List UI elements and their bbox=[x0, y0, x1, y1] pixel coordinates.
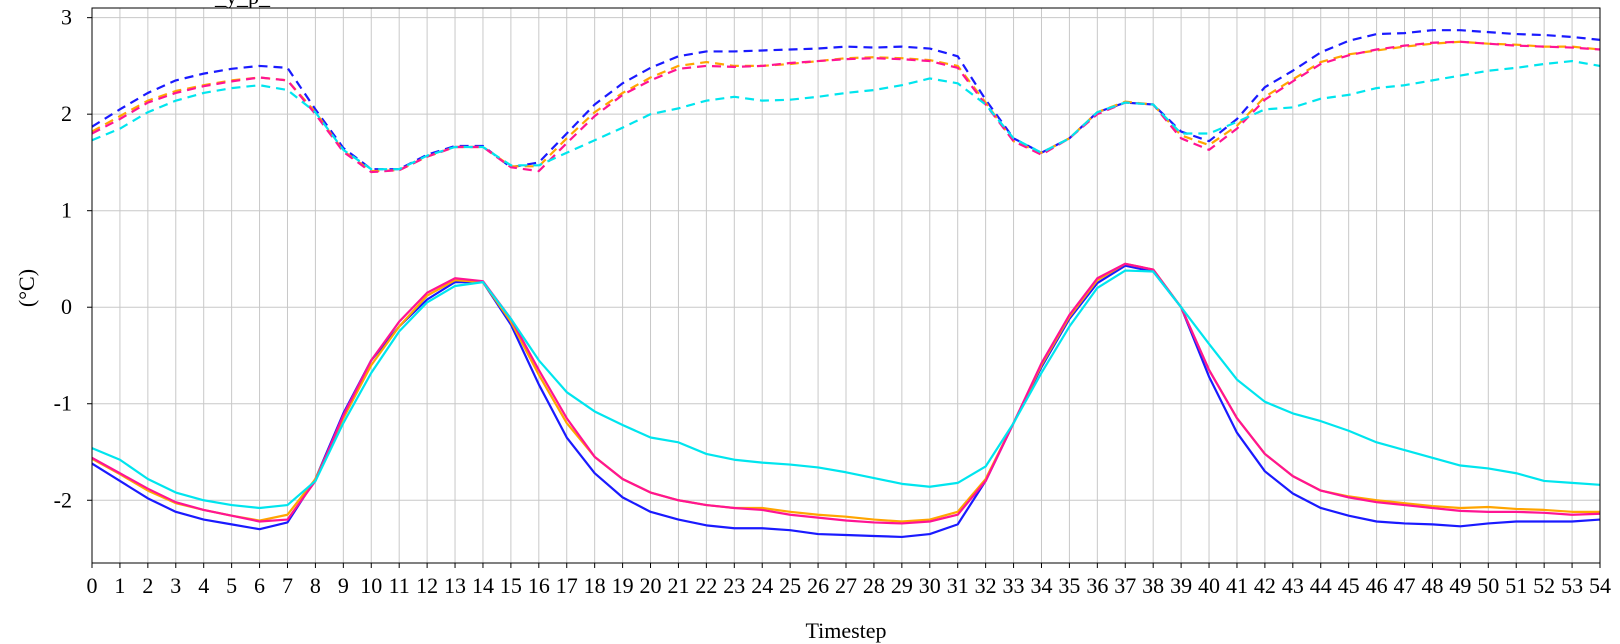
x-tick-label-11: 11 bbox=[389, 573, 410, 598]
x-tick-label-17: 17 bbox=[556, 573, 578, 598]
x-tick-label-13: 13 bbox=[444, 573, 466, 598]
x-tick-label-37: 37 bbox=[1114, 573, 1136, 598]
x-tick-label-5: 5 bbox=[226, 573, 237, 598]
x-tick-label-43: 43 bbox=[1282, 573, 1304, 598]
y-tick-label-3: 1 bbox=[61, 198, 72, 223]
x-tick-label-18: 18 bbox=[584, 573, 606, 598]
x-axis-ticks: 0 1 2 3 4 5 6 7 8 9 10 11 12 13 14 15 16 17 18 19 20 21 22 23 24… bbox=[87, 563, 1611, 598]
x-tick-label-6: 6 bbox=[254, 573, 265, 598]
x-tick-label-25: 25 bbox=[779, 573, 801, 598]
series-line-0 bbox=[91, 29, 1601, 171]
x-tick-label-22: 22 bbox=[695, 573, 717, 598]
x-tick-label-38: 38 bbox=[1142, 573, 1164, 598]
x-tick-label-50: 50 bbox=[1477, 573, 1499, 598]
x-tick-label-0: 0 bbox=[87, 573, 98, 598]
x-tick-label-41: 41 bbox=[1226, 573, 1248, 598]
x-tick-label-10: 10 bbox=[360, 573, 382, 598]
x-tick-label-4: 4 bbox=[198, 573, 209, 598]
series-layer bbox=[91, 29, 1601, 539]
x-tick-label-51: 51 bbox=[1505, 573, 1527, 598]
x-tick-label-30: 30 bbox=[919, 573, 941, 598]
x-tick-label-52: 52 bbox=[1533, 573, 1555, 598]
x-tick-label-16: 16 bbox=[528, 573, 550, 598]
x-tick-label-39: 39 bbox=[1170, 573, 1192, 598]
x-tick-label-34: 34 bbox=[1030, 573, 1052, 598]
y-tick-label-5: 3 bbox=[61, 5, 72, 30]
x-axis-title: Timestep bbox=[805, 618, 886, 643]
x-tick-label-53: 53 bbox=[1561, 573, 1583, 598]
x-tick-label-24: 24 bbox=[751, 573, 773, 598]
x-tick-label-19: 19 bbox=[612, 573, 634, 598]
y-tick-label-0: -2 bbox=[54, 487, 72, 512]
y-tick-label-1: -1 bbox=[54, 391, 72, 416]
x-tick-label-15: 15 bbox=[500, 573, 522, 598]
x-tick-label-35: 35 bbox=[1058, 573, 1080, 598]
series-line-2 bbox=[91, 40, 1601, 174]
x-tick-label-31: 31 bbox=[947, 573, 969, 598]
x-tick-label-2: 2 bbox=[142, 573, 153, 598]
x-tick-label-14: 14 bbox=[472, 573, 494, 598]
x-tick-label-54: 54 bbox=[1589, 573, 1611, 598]
x-tick-label-26: 26 bbox=[807, 573, 829, 598]
x-tick-label-8: 8 bbox=[310, 573, 321, 598]
x-tick-label-20: 20 bbox=[640, 573, 662, 598]
grid bbox=[91, 8, 1601, 563]
x-tick-label-29: 29 bbox=[891, 573, 913, 598]
x-tick-label-40: 40 bbox=[1198, 573, 1220, 598]
x-tick-label-3: 3 bbox=[170, 573, 181, 598]
x-tick-label-28: 28 bbox=[863, 573, 885, 598]
x-tick-label-44: 44 bbox=[1310, 573, 1332, 598]
x-tick-label-7: 7 bbox=[282, 573, 293, 598]
series-line-7 bbox=[91, 269, 1601, 510]
x-tick-label-32: 32 bbox=[975, 573, 997, 598]
x-tick-label-46: 46 bbox=[1366, 573, 1388, 598]
x-tick-label-21: 21 bbox=[667, 573, 689, 598]
x-tick-label-9: 9 bbox=[338, 573, 349, 598]
x-tick-label-36: 36 bbox=[1086, 573, 1108, 598]
x-tick-label-42: 42 bbox=[1254, 573, 1276, 598]
y-axis-title: (°C) bbox=[14, 269, 39, 307]
series-line-6 bbox=[91, 262, 1601, 525]
x-tick-label-1: 1 bbox=[114, 573, 125, 598]
x-tick-label-27: 27 bbox=[835, 573, 857, 598]
x-tick-label-47: 47 bbox=[1394, 573, 1416, 598]
series-line-3 bbox=[91, 59, 1601, 171]
y-tick-label-4: 2 bbox=[61, 101, 72, 126]
x-tick-label-12: 12 bbox=[416, 573, 438, 598]
x-tick-label-23: 23 bbox=[723, 573, 745, 598]
y-tick-label-2: 0 bbox=[61, 294, 72, 319]
chart-title-fragment: _y_p_ bbox=[214, 0, 271, 9]
y-axis-ticks: -2 -1 0 1 2 3 bbox=[54, 5, 92, 512]
x-tick-label-45: 45 bbox=[1338, 573, 1360, 598]
x-tick-label-49: 49 bbox=[1449, 573, 1471, 598]
x-tick-label-48: 48 bbox=[1421, 573, 1443, 598]
x-tick-label-33: 33 bbox=[1003, 573, 1025, 598]
